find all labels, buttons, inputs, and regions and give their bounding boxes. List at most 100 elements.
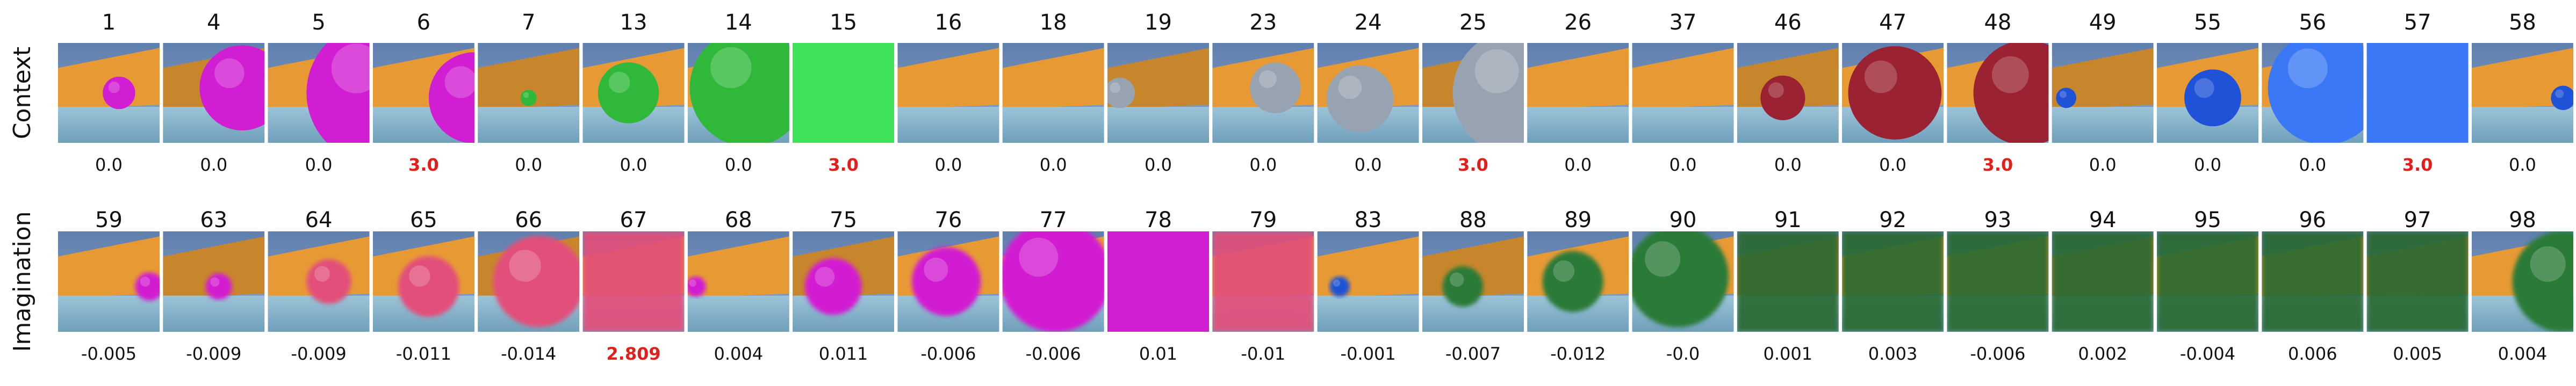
- frame-number: 67: [620, 208, 647, 232]
- thumbnail: [897, 43, 999, 143]
- highlight: [509, 250, 541, 282]
- reward-value: -0.011: [396, 344, 451, 364]
- sphere: [2268, 43, 2364, 143]
- highlight: [608, 71, 630, 93]
- thumbnail: [1842, 231, 1944, 332]
- highlight: [1258, 70, 1277, 88]
- thumbnail: [1737, 231, 1839, 332]
- highlight: [1333, 279, 1341, 287]
- thumbnail: [1632, 43, 1734, 143]
- frame-number: 66: [515, 208, 542, 232]
- reward-value: 0.0: [95, 155, 123, 175]
- highlight: [331, 43, 370, 93]
- sphere: [1848, 46, 1942, 140]
- thumbnail: [372, 231, 474, 332]
- thumbnail: [793, 231, 895, 332]
- scene: [1212, 231, 1314, 332]
- scene: [1842, 231, 1944, 332]
- reward-value: 0.0: [1145, 155, 1172, 175]
- highlight: [1645, 241, 1681, 277]
- highlight: [924, 257, 948, 282]
- thumbnail: [2262, 43, 2364, 143]
- highlight: [523, 92, 529, 98]
- highlight: [214, 58, 244, 89]
- reward-value: -0.009: [186, 344, 241, 364]
- highlight: [210, 277, 220, 287]
- thumbnail: [582, 231, 685, 332]
- sphere: [2512, 231, 2573, 332]
- highlight: [2530, 246, 2566, 282]
- frame-number: 56: [2299, 10, 2326, 35]
- reward-value: 0.011: [819, 344, 868, 364]
- frame-number: 13: [620, 10, 647, 35]
- thumbnail: [2366, 43, 2469, 143]
- sphere: [306, 259, 351, 304]
- thumbnail: [2471, 43, 2573, 143]
- frame-number: 23: [1249, 10, 1277, 35]
- frame-number: 25: [1459, 10, 1487, 35]
- reward-value: 2.809: [606, 344, 660, 364]
- scene: [1842, 43, 1944, 143]
- highlight: [108, 82, 120, 93]
- thumbnail: [268, 231, 370, 332]
- reward-value: 0.0: [2509, 155, 2536, 175]
- wall: [163, 236, 265, 298]
- thumbnail: [1527, 231, 1629, 332]
- sphere: [1442, 266, 1484, 307]
- floor: [58, 107, 160, 143]
- thumbnail: [478, 43, 580, 143]
- scene: [2157, 231, 2258, 332]
- fill-scene: [1212, 231, 1314, 332]
- thumbnail: [163, 43, 265, 143]
- reward-value: 0.0: [305, 155, 333, 175]
- scene: [372, 231, 474, 332]
- highlight: [2555, 89, 2564, 98]
- thumbnail: [582, 43, 685, 143]
- scene: [1422, 231, 1524, 332]
- frame-number: 65: [410, 208, 437, 232]
- scene: [793, 231, 895, 332]
- reward-value: -0.0: [1666, 344, 1700, 364]
- sphere: [1973, 43, 2049, 143]
- frame-number: 57: [2404, 10, 2431, 35]
- frame-number: 37: [1670, 10, 1697, 35]
- scene: [163, 43, 265, 143]
- scene: [1002, 231, 1104, 332]
- frame-number: 1: [102, 10, 116, 35]
- thumbnail: [2157, 231, 2258, 332]
- frame-number: 5: [312, 10, 325, 35]
- frame-number: 90: [1670, 208, 1697, 232]
- scene: [1737, 231, 1839, 332]
- sphere: [2056, 88, 2077, 108]
- reward-value: 0.0: [1249, 155, 1277, 175]
- frame-number: 95: [2194, 208, 2221, 232]
- floor: [2052, 107, 2154, 143]
- wall: [1632, 48, 1734, 109]
- fill-scene: [1842, 231, 1944, 332]
- wall: [58, 236, 160, 298]
- row-label: Context: [9, 47, 36, 139]
- reward-value: -0.006: [1970, 344, 2025, 364]
- reward-value: 3.0: [1983, 155, 2013, 175]
- sphere: [1326, 65, 1394, 133]
- sphere: [689, 43, 789, 143]
- thumbnail: [1737, 43, 1839, 143]
- reward-value: -0.006: [920, 344, 976, 364]
- sphere: [1760, 75, 1805, 120]
- frame-number: 89: [1564, 208, 1592, 232]
- row-label: Imagination: [9, 211, 36, 352]
- scene: [582, 231, 685, 332]
- floor: [1212, 107, 1314, 143]
- sphere: [598, 62, 659, 123]
- sphere: [199, 45, 265, 131]
- reward-value: -0.006: [1026, 344, 1081, 364]
- thumbnail: [1107, 231, 1209, 332]
- wall: [897, 48, 999, 109]
- frame-number: 18: [1040, 10, 1067, 35]
- reward-value: 0.0: [2089, 155, 2117, 175]
- highlight: [1019, 237, 1059, 277]
- scene: [2471, 43, 2573, 143]
- reward-value: 0.0: [200, 155, 227, 175]
- scene: [268, 43, 370, 143]
